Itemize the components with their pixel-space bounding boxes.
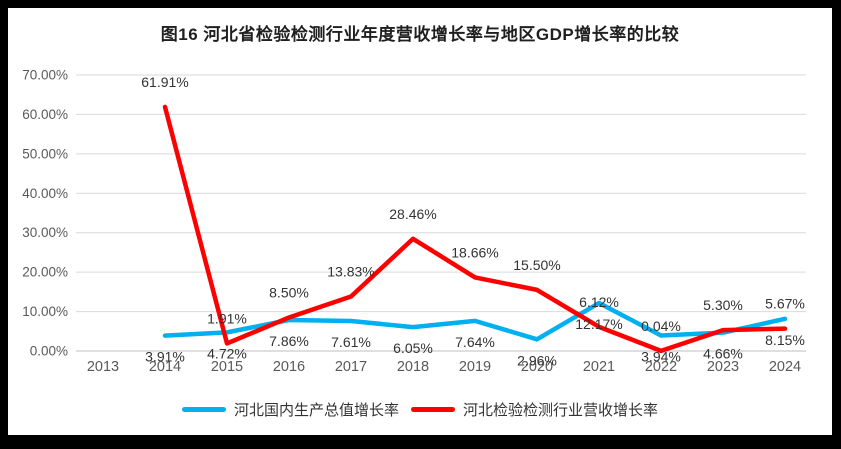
data-label: 15.50% (513, 257, 560, 273)
data-label: 12.17% (575, 316, 622, 332)
x-tick-label: 2024 (769, 359, 801, 375)
data-label: 8.50% (269, 284, 309, 300)
x-tick-label: 2015 (211, 359, 243, 375)
data-label: 7.86% (269, 333, 309, 349)
y-tick-label: 60.00% (22, 107, 68, 122)
chart-canvas: 0.00% 10.00% 20.00% 30.00% 40.00% 50.00% 60.00… (22, 68, 806, 375)
chart-legend: 河北国内生产总值增长率 河北检验检测行业营收增长率 (8, 399, 832, 420)
data-label: 3.91% (145, 349, 185, 365)
legend-label-industry-revenue: 河北检验检测行业营收增长率 (463, 402, 659, 419)
x-tick-label: 2013 (87, 359, 119, 375)
legend-swatch-industry-revenue (411, 407, 455, 412)
x-tick-label: 2016 (273, 359, 305, 375)
legend-item-gdp-growth: 河北国内生产总值增长率 (181, 399, 399, 420)
x-tick-label: 2023 (707, 359, 739, 375)
x-tick-label: 2021 (583, 359, 615, 375)
x-tick-label: 2020 (521, 359, 553, 375)
chart-title: 图16 河北省检验检测行业年度营收增长率与地区GDP增长率的比较 (160, 25, 680, 44)
data-label: 13.83% (327, 263, 374, 279)
data-label: 4.72% (207, 345, 247, 361)
x-tick-label: 2017 (335, 359, 367, 375)
x-tick-label: 2019 (459, 359, 491, 375)
x-tick-label: 2014 (149, 359, 181, 375)
data-label: 8.15% (765, 332, 805, 348)
data-label: 4.66% (703, 346, 743, 362)
legend-swatch-gdp-growth (181, 407, 226, 412)
y-tick-label: 70.00% (22, 68, 68, 83)
y-tick-label: 40.00% (22, 186, 68, 201)
y-tick-label: 20.00% (22, 265, 68, 280)
data-label: 7.61% (331, 334, 371, 350)
chart-panel: 图16 河北省检验检测行业年度营收增长率与地区GDP增长率的比较 0.00% 10… (8, 8, 832, 435)
legend-label-gdp-growth: 河北国内生产总值增长率 (233, 402, 399, 419)
data-label: 18.66% (451, 244, 498, 260)
y-tick-label: 30.00% (22, 225, 68, 240)
y-tick-label: 10.00% (22, 304, 68, 319)
data-label: 7.64% (455, 334, 495, 350)
y-tick-label: 0.00% (30, 344, 68, 359)
data-label: 5.30% (703, 297, 743, 313)
data-label: 3.94% (641, 348, 681, 364)
industry-revenue-line (162, 104, 788, 354)
data-label: 6.12% (579, 294, 619, 310)
y-tick-label: 50.00% (22, 146, 68, 161)
data-label: 0.04% (641, 318, 681, 334)
data-label: 1.91% (207, 310, 247, 326)
data-label: 6.05% (393, 340, 433, 356)
x-tick-label: 2018 (397, 359, 429, 375)
data-label: 2.96% (517, 352, 557, 368)
x-tick-label: 2022 (645, 359, 677, 375)
data-label: 28.46% (389, 206, 436, 222)
data-label: 61.91% (141, 74, 188, 90)
data-label: 5.67% (765, 296, 805, 312)
legend-item-industry-revenue: 河北检验检测行业营收增长率 (411, 399, 658, 420)
